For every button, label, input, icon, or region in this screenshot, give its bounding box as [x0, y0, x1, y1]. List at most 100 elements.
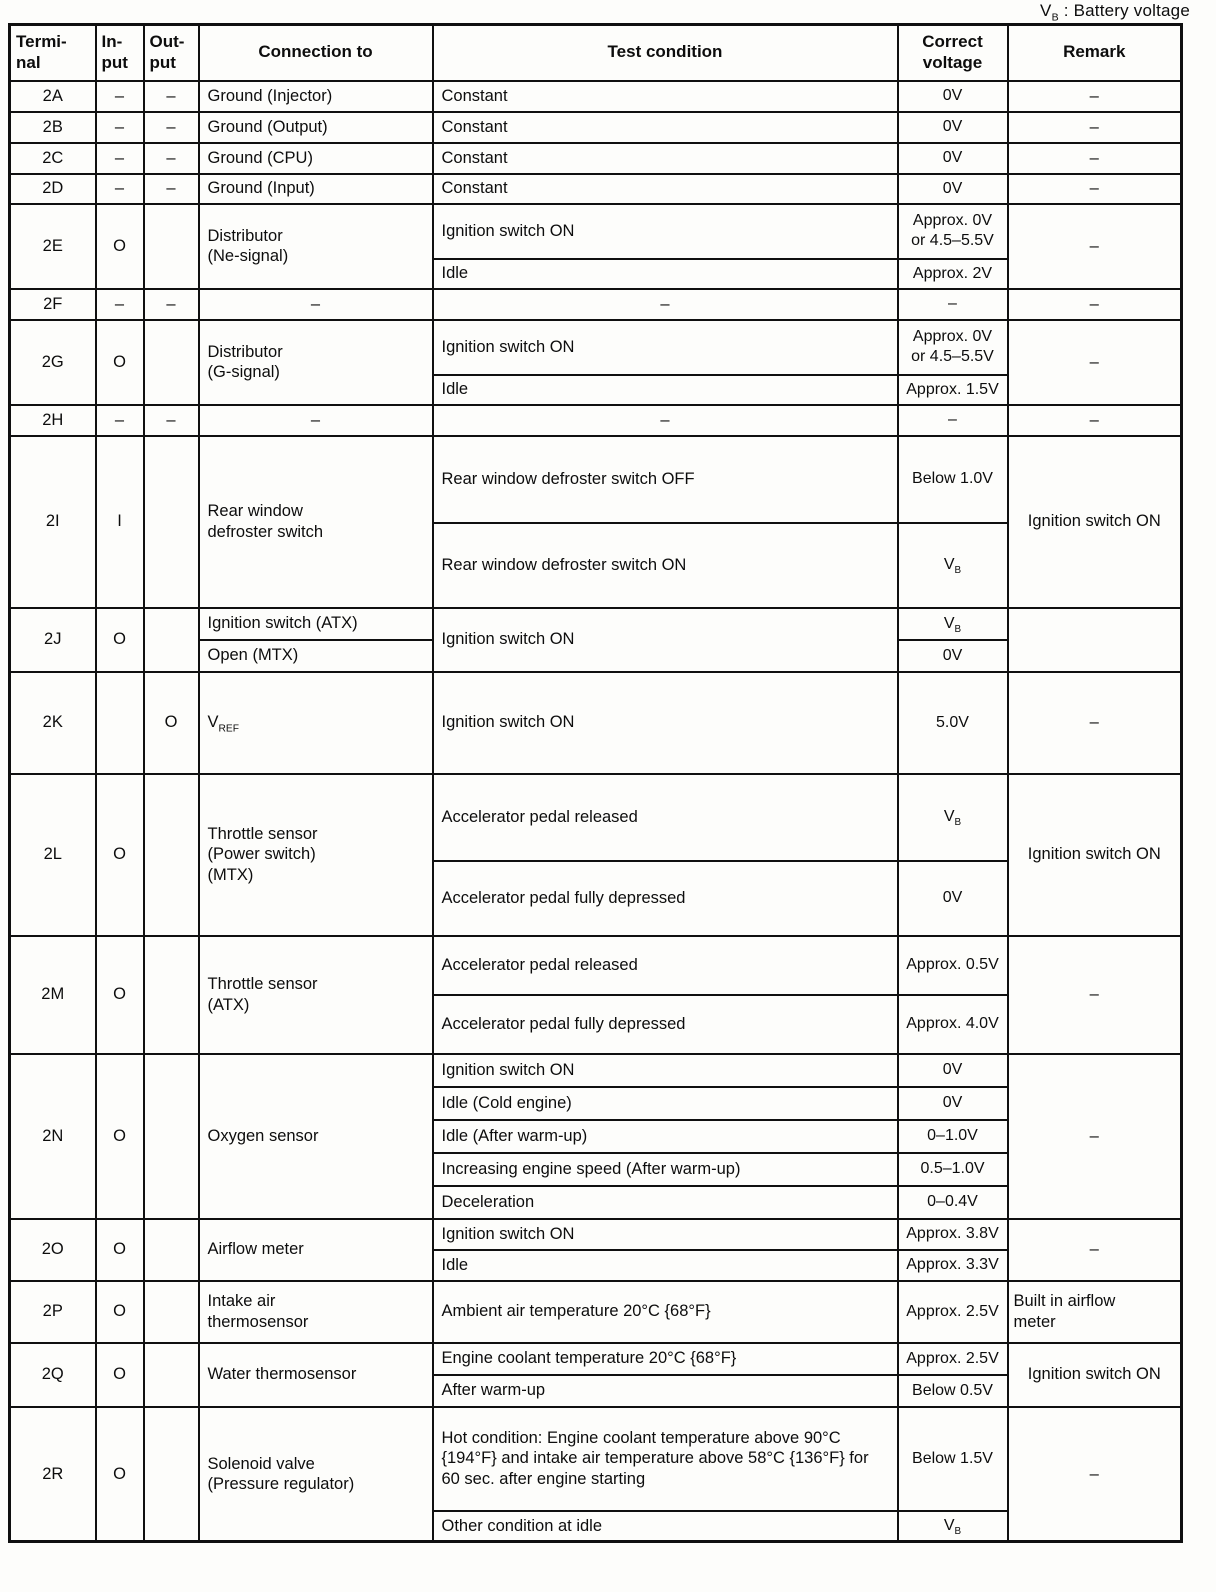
remark-cell: –	[1006, 934, 1183, 1055]
voltage-cell: Approx. 0.5V	[896, 934, 1009, 996]
test-condition-cell: Constant	[431, 172, 899, 205]
test-condition-cell: Deceleration	[431, 1184, 899, 1220]
terminal-cell: 2E	[8, 202, 97, 290]
test-condition-cell: Accelerator pedal fully depressed	[431, 993, 899, 1055]
test-condition-cell: Accelerator pedal fully depressed	[431, 859, 899, 937]
remark-cell: –	[1006, 1405, 1183, 1543]
remark-cell: –	[1006, 1052, 1183, 1220]
test-condition-cell: Hot condition: Engine coolant temperatur…	[431, 1405, 899, 1512]
voltage-cell: 0V	[896, 1052, 1009, 1088]
output-cell: –	[142, 172, 200, 205]
test-condition-cell: Rear window defroster switch ON	[431, 521, 899, 609]
output-cell: –	[142, 79, 200, 113]
table-row: Idle Approx. 1.5V	[10, 373, 1182, 406]
remark-cell: –	[1006, 1217, 1183, 1282]
input-cell	[94, 670, 145, 775]
input-cell: O	[94, 934, 145, 1055]
voltage-cell: 0.5–1.0V	[896, 1151, 1009, 1187]
remark-cell: –	[1006, 670, 1183, 775]
test-condition-cell: Constant	[431, 110, 899, 144]
voltage-cell: 0V	[896, 1085, 1009, 1121]
voltage-cell: VB	[896, 1509, 1009, 1543]
test-condition-cell: Rear window defroster switch OFF	[431, 434, 899, 524]
input-cell: –	[94, 403, 145, 437]
table-row: Idle (After warm-up) 0–1.0V	[10, 1118, 1182, 1154]
remark-cell: –	[1006, 318, 1183, 406]
input-cell: O	[94, 202, 145, 290]
voltage-cell: 5.0V	[896, 670, 1009, 775]
voltage-cell: Approx. 3.3V	[896, 1248, 1009, 1282]
terminal-cell: 2P	[8, 1279, 97, 1344]
terminal-cell: 2R	[8, 1405, 97, 1543]
connection-cell: –	[197, 403, 434, 437]
test-condition-cell: Ignition switch ON	[431, 1052, 899, 1088]
terminal-cell: 2N	[8, 1052, 97, 1220]
terminal-cell: 2Q	[8, 1341, 97, 1408]
output-cell	[142, 934, 200, 1055]
table-row: 2B – – Ground (Output) Constant 0V –	[8, 110, 1183, 144]
terminal-cell: 2D	[8, 172, 97, 205]
input-cell: O	[94, 772, 145, 937]
table-header: Termi-nal In-put Out-put Connection to Test …	[8, 23, 1183, 82]
voltage-cell: VB	[896, 772, 1009, 862]
remark-cell: –	[1006, 202, 1183, 290]
voltage-cell: Approx. 2.5V	[896, 1279, 1009, 1344]
terminal-cell: 2M	[8, 934, 97, 1055]
test-condition-cell: Idle	[431, 257, 899, 290]
input-cell: O	[94, 1405, 145, 1543]
connection-cell: VREF	[197, 670, 434, 775]
test-condition-cell: Ignition switch ON	[431, 1217, 899, 1251]
connection-cell: Airflow meter	[197, 1217, 434, 1282]
test-condition-cell: Idle (Cold engine)	[431, 1085, 899, 1121]
connection-cell: Water thermosensor	[197, 1341, 434, 1408]
terminal-voltage-table: Termi-nal In-put Out-put Connection to Test …	[8, 23, 1183, 1543]
output-cell	[142, 1341, 200, 1408]
table-row: 2K O VREF Ignition switch ON 5.0V –	[8, 670, 1183, 775]
output-cell: –	[142, 141, 200, 175]
output-cell	[142, 318, 200, 406]
table-row: Other condition at idle VB	[10, 1509, 1182, 1543]
voltage-cell: –	[896, 403, 1009, 437]
column-header: Test condition	[431, 23, 899, 82]
connection-cell: Distributor (G-signal)	[197, 318, 434, 406]
test-condition-cell: Idle	[431, 373, 899, 406]
connection-cell: Rear window defroster switch	[197, 434, 434, 609]
input-cell: –	[94, 79, 145, 113]
test-condition-cell: Accelerator pedal released	[431, 772, 899, 862]
column-header: Remark	[1006, 23, 1183, 82]
input-cell: O	[94, 1217, 145, 1282]
table-body: 2A – – Ground (Injector) Constant 0V –2B – – Grou…	[8, 79, 1183, 1543]
test-condition-cell: Other condition at idle	[431, 1509, 899, 1543]
table-row: Deceleration 0–0.4V	[10, 1184, 1182, 1220]
voltage-cell: VB	[896, 606, 1009, 641]
test-condition-cell: Ignition switch ON	[431, 606, 899, 673]
voltage-cell: –	[896, 287, 1009, 321]
table-row: Accelerator pedal fully depressed 0V	[10, 859, 1182, 937]
test-condition-cell: Ignition switch ON	[431, 318, 899, 376]
table-row: 2A – – Ground (Injector) Constant 0V –	[8, 79, 1183, 113]
terminal-cell: 2L	[8, 772, 97, 937]
input-cell: I	[94, 434, 145, 609]
remark-cell: –	[1006, 79, 1183, 113]
table-row: 2L O Throttle sensor (Power switch) (MTX) Acc…	[8, 772, 1183, 937]
test-condition-cell: Ignition switch ON	[431, 202, 899, 260]
voltage-cell: Approx. 2V	[896, 257, 1009, 290]
terminal-cell: 2O	[8, 1217, 97, 1282]
voltage-cell: Approx. 4.0V	[896, 993, 1009, 1055]
test-condition-cell: Accelerator pedal released	[431, 934, 899, 996]
connection-cell: Ground (Output)	[197, 110, 434, 144]
output-cell: –	[142, 287, 200, 321]
connection-cell: Ground (CPU)	[197, 141, 434, 175]
input-cell: O	[94, 1341, 145, 1408]
voltage-cell: Approx. 1.5V	[896, 373, 1009, 406]
output-cell: –	[142, 110, 200, 144]
table-row: 2Q O Water thermosensor Engine coolant temp…	[8, 1341, 1183, 1408]
remark-cell: Built in airflow meter	[1006, 1279, 1183, 1344]
table-row: 2E O Distributor (Ne-signal) Ignition switch…	[8, 202, 1183, 290]
table-row: Idle Approx. 3.3V	[10, 1248, 1182, 1282]
output-cell	[142, 1405, 200, 1543]
test-condition-cell: Ignition switch ON	[431, 670, 899, 775]
column-header: In-put	[94, 23, 145, 82]
table-row: 2H – – – – – –	[8, 403, 1183, 437]
test-condition-cell: –	[431, 403, 899, 437]
